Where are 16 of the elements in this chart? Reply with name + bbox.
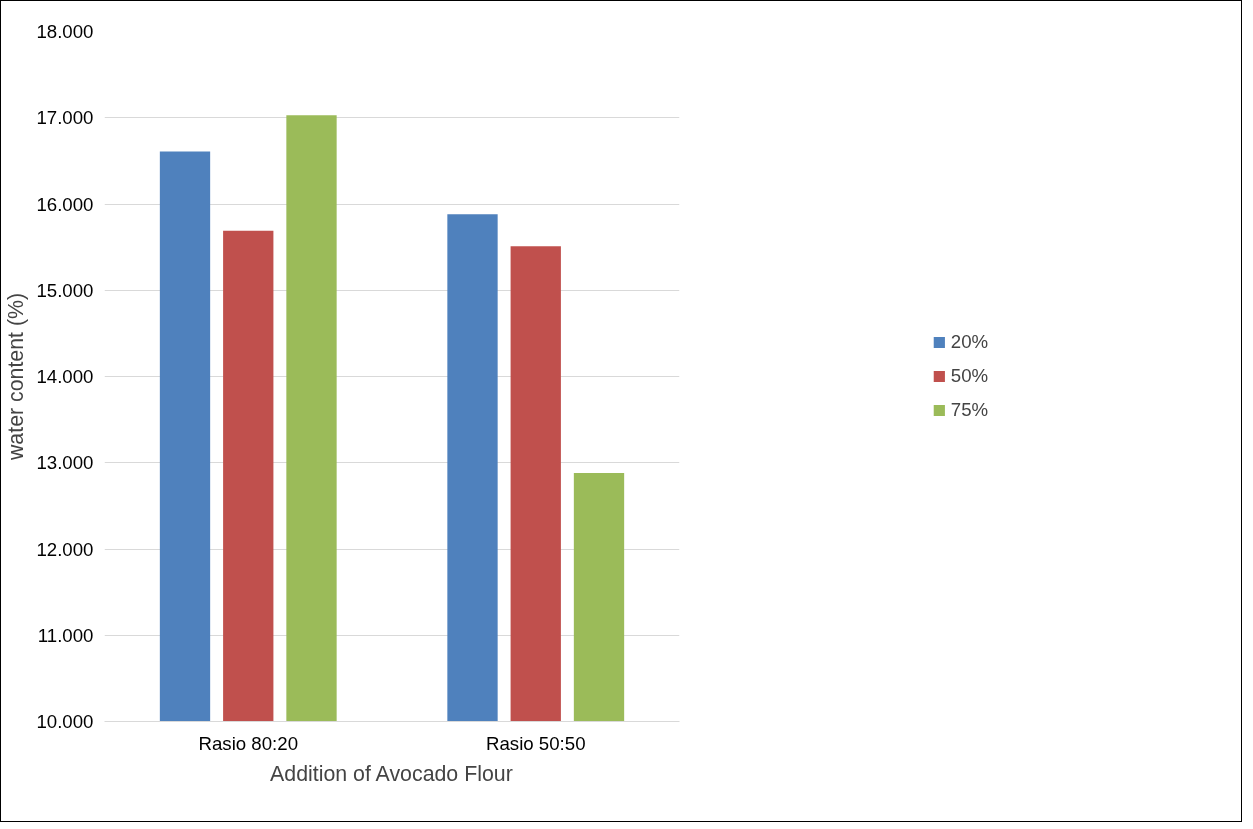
legend-label: 50% (950, 365, 989, 387)
x-axis-title: Addition of Avocado Flour (270, 761, 513, 786)
legend-label: 20% (950, 331, 989, 353)
y-tick-label: 14.000 (36, 366, 94, 387)
y-tick-label: 12.000 (36, 538, 94, 560)
y-tick-label: 17.000 (36, 107, 94, 129)
y-tick-label: 16.000 (36, 193, 94, 215)
y-tick-label: 10.000 (36, 711, 94, 732)
y-tick-label: 11.000 (37, 624, 94, 646)
y-axis-title: water content (%) (4, 292, 29, 462)
y-tick-label: 13.000 (36, 452, 94, 474)
y-tick-label: 18.000 (36, 21, 94, 42)
x-tick-label: Rasio 50:50 (485, 732, 586, 754)
y-tick-label: 15.000 (36, 279, 94, 301)
x-tick-label: Rasio 80:20 (198, 732, 299, 754)
legend-label: 75% (950, 399, 989, 421)
